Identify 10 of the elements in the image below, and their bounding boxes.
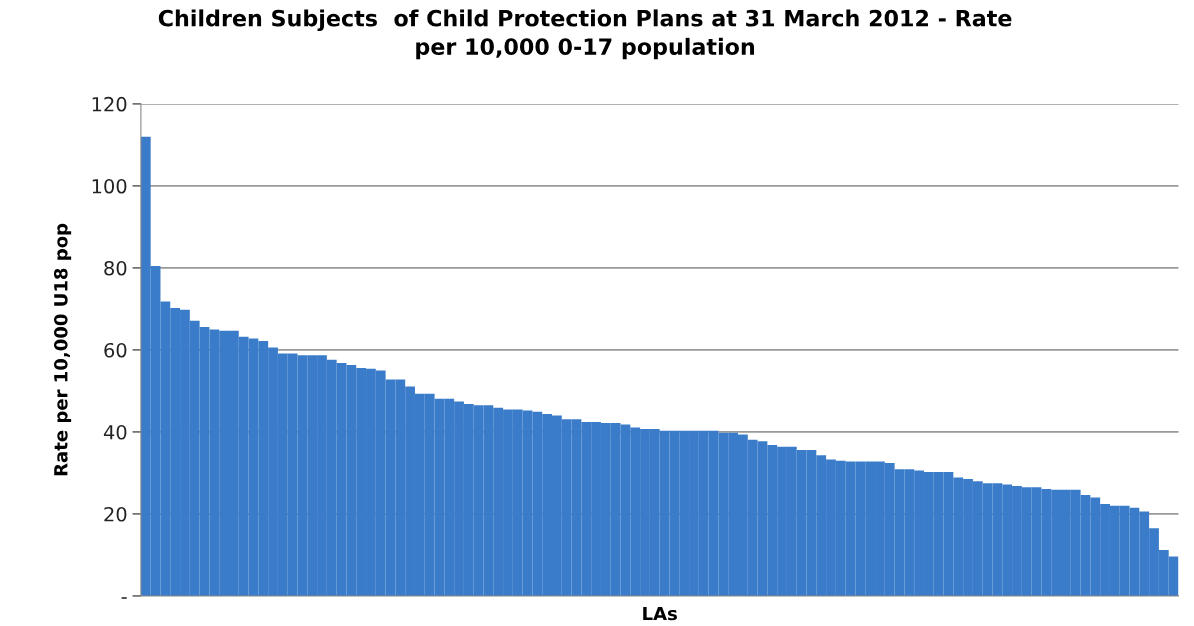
y-tick-label: - (121, 597, 127, 599)
y-tick-label: 20 (104, 506, 127, 522)
y-tick-label: 120 (92, 96, 127, 112)
y-tick-label: 40 (103, 424, 127, 440)
y-axis-title: Rate per 10,000 U18 pop (53, 223, 72, 476)
chart-title: Children Subjects of Child Protection Plans at 31 March 2012 - Rate per 10,000 0-17 population (158, 9, 1012, 60)
y-tick-label: 100 (92, 178, 127, 194)
y-tick-label: 80 (104, 260, 127, 276)
x-axis-title: LAs (643, 606, 677, 621)
y-tick-label: 60 (104, 342, 127, 358)
